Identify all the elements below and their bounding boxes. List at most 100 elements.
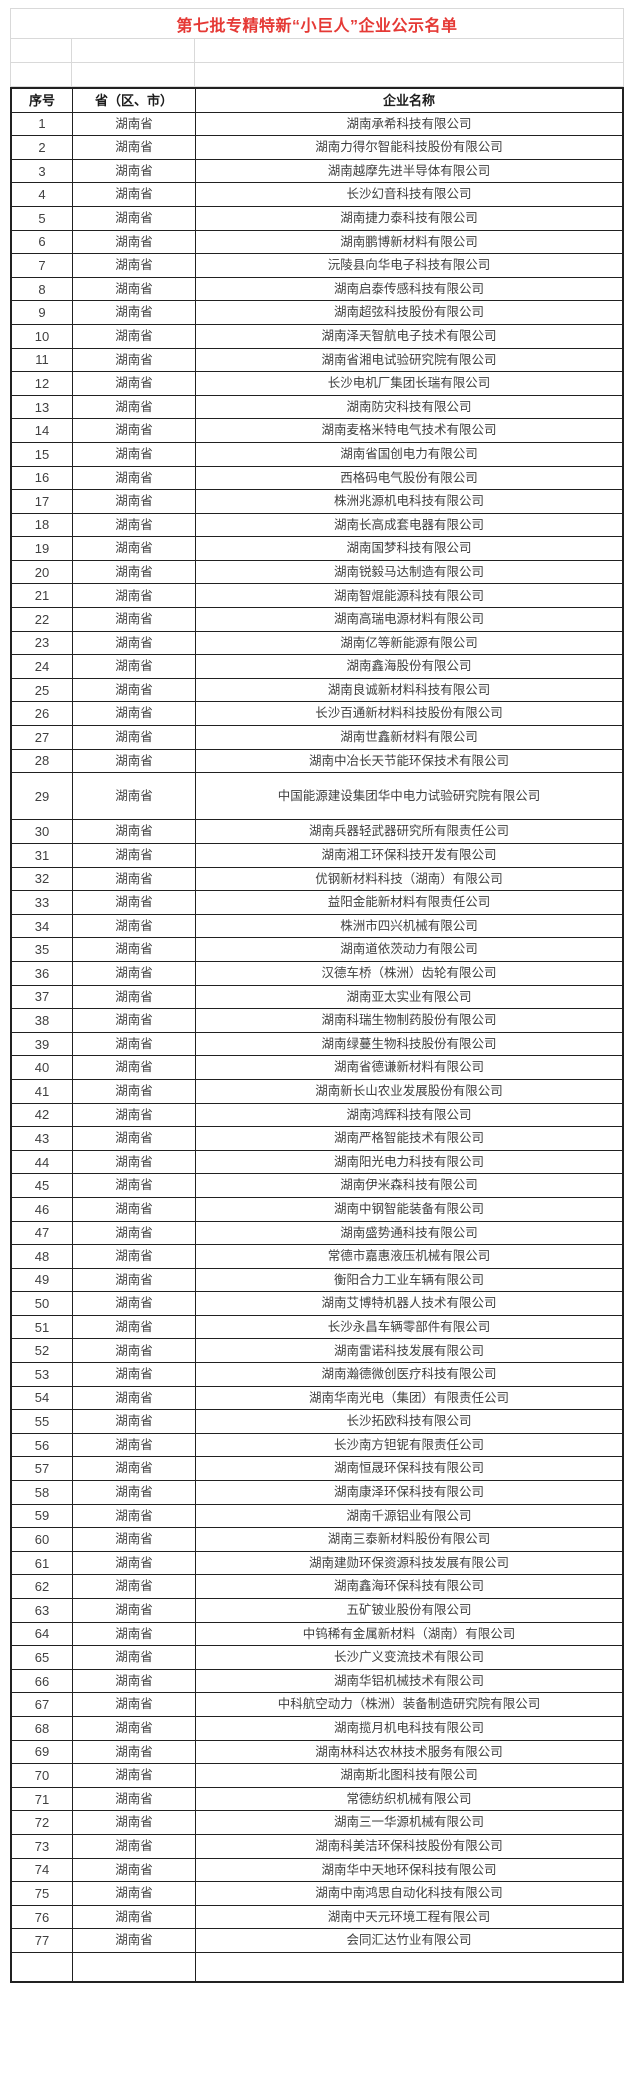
table-row: 24 湖南省 湖南鑫海股份有限公司 [12, 654, 622, 678]
table-row: 67 湖南省 中科航空动力（株洲）装备制造研究院有限公司 [12, 1692, 622, 1716]
cell-company: 湖南锐毅马达制造有限公司 [333, 564, 484, 579]
cell-company: 湖南恒晟环保科技有限公司 [333, 1461, 484, 1476]
cell-company: 湖南兵器轻武器研究所有限责任公司 [308, 824, 509, 839]
cell-province: 湖南省 [73, 1504, 196, 1528]
cell-no: 71 [12, 1787, 73, 1811]
company-table: 序号 省（区、市） 企业名称 1 湖南省 湖南承希科技有限公司 2 湖南省 湖南… [10, 87, 624, 1983]
cell-no: 31 [12, 844, 73, 867]
empty-row [12, 1951, 622, 1981]
cell-company: 湖南中钢智能装备有限公司 [333, 1201, 484, 1216]
cell-company: 湖南科美洁环保科技股份有限公司 [315, 1838, 503, 1853]
table-row: 7 湖南省 沅陵县向华电子科技有限公司 [12, 253, 622, 277]
cell-province: 湖南省 [73, 985, 196, 1009]
cell-no: 48 [12, 1245, 73, 1268]
cell-company: 常德市嘉惠液压机械有限公司 [327, 1249, 491, 1264]
cell-province: 湖南省 [73, 1481, 196, 1504]
cell-no: 5 [12, 206, 73, 230]
cell-company: 湖南湘工环保科技开发有限公司 [321, 848, 497, 863]
cell-no: 61 [12, 1551, 73, 1575]
table-row: 25 湖南省 湖南良诚新材料科技有限公司 [12, 677, 622, 702]
cell-province: 湖南省 [73, 1528, 196, 1551]
cell-province: 湖南省 [73, 513, 196, 537]
table-row: 29 湖南省 中国能源建设集团华中电力试验研究院有限公司 [12, 772, 622, 820]
cell-province: 湖南省 [73, 1740, 196, 1764]
table-row: 63 湖南省 五矿铍业股份有限公司 [12, 1598, 622, 1622]
table-row: 10 湖南省 湖南泽天智航电子技术有限公司 [12, 323, 622, 348]
cell-no: 67 [12, 1693, 73, 1716]
cell-province: 湖南省 [73, 348, 196, 372]
table-row: 53 湖南省 湖南瀚德微创医疗科技有限公司 [12, 1362, 622, 1386]
cell-company: 湖南越摩先进半导体有限公司 [327, 163, 491, 178]
table-row: 6 湖南省 湖南鹏博新材料有限公司 [12, 229, 622, 254]
table-row: 41 湖南省 湖南新长山农业发展股份有限公司 [12, 1078, 622, 1103]
cell-no: 68 [12, 1716, 73, 1740]
cell-no: 6 [12, 230, 73, 254]
table-row: 52 湖南省 湖南雷诺科技发展有限公司 [12, 1338, 622, 1363]
cell-province: 湖南省 [73, 277, 196, 301]
table-row: 60 湖南省 湖南三泰新材料股份有限公司 [12, 1527, 622, 1551]
cell-no: 20 [12, 560, 73, 584]
cell-company: 益阳金能新材料有限责任公司 [327, 895, 491, 910]
cell-no: 42 [12, 1103, 73, 1127]
cell-province: 湖南省 [73, 914, 196, 938]
table-row: 36 湖南省 汉德车桥（株洲）齿轮有限公司 [12, 960, 622, 985]
table-row: 58 湖南省 湖南康泽环保科技有限公司 [12, 1480, 622, 1504]
cell-company: 湖南世鑫新材料有限公司 [340, 730, 478, 745]
table-row: 4 湖南省 长沙幻音科技有限公司 [12, 182, 622, 206]
cell-province: 湖南省 [73, 1905, 196, 1929]
cell-province: 湖南省 [73, 560, 196, 584]
table-row: 12 湖南省 长沙电机厂集团长瑞有限公司 [12, 371, 622, 395]
cell-no: 19 [12, 537, 73, 560]
cell-company: 长沙广义变流技术有限公司 [333, 1650, 484, 1665]
table-row: 54 湖南省 湖南华南光电（集团）有限责任公司 [12, 1385, 622, 1410]
table-row: 16 湖南省 西格码电气股份有限公司 [12, 465, 622, 490]
table-row: 50 湖南省 湖南艾博特机器人技术有限公司 [12, 1291, 622, 1315]
table-row: 5 湖南省 湖南捷力泰科技有限公司 [12, 205, 622, 230]
cell-no: 62 [12, 1575, 73, 1598]
table-row: 48 湖南省 常德市嘉惠液压机械有限公司 [12, 1244, 622, 1268]
cell-company: 长沙电机厂集团长瑞有限公司 [327, 376, 491, 391]
cell-company: 湖南千源铝业有限公司 [346, 1508, 472, 1523]
cell-no: 24 [12, 655, 73, 678]
cell-company: 湖南防灾科技有限公司 [346, 399, 472, 414]
cell-no: 38 [12, 1009, 73, 1032]
cell-company: 湖南科瑞生物制药股份有限公司 [321, 1013, 497, 1028]
table-row: 1 湖南省 湖南承希科技有限公司 [12, 111, 622, 136]
table-row: 61 湖南省 湖南建勋环保资源科技发展有限公司 [12, 1550, 622, 1575]
table-row: 47 湖南省 湖南盛势通科技有限公司 [12, 1220, 622, 1245]
cell-no: 72 [12, 1811, 73, 1834]
cell-no: 28 [12, 749, 73, 773]
cell-province: 湖南省 [73, 1103, 196, 1127]
cell-province: 湖南省 [73, 1339, 196, 1363]
cell-province: 湖南省 [73, 1245, 196, 1268]
cell-province: 湖南省 [73, 1315, 196, 1339]
cell-no: 35 [12, 938, 73, 961]
table-row: 17 湖南省 株洲兆源机电科技有限公司 [12, 489, 622, 513]
cell-province: 湖南省 [73, 1032, 196, 1056]
cell-province: 湖南省 [73, 1056, 196, 1079]
cell-no: 49 [12, 1268, 73, 1292]
cell-province: 湖南省 [73, 844, 196, 867]
cell-province: 湖南省 [73, 702, 196, 726]
cell-no: 39 [12, 1032, 73, 1056]
table-row: 27 湖南省 湖南世鑫新材料有限公司 [12, 725, 622, 749]
cell-no: 3 [12, 159, 73, 183]
table-row: 65 湖南省 长沙广义变流技术有限公司 [12, 1645, 622, 1669]
cell-province: 湖南省 [73, 655, 196, 678]
cell-no: 8 [12, 277, 73, 301]
cell-no: 10 [12, 324, 73, 348]
cell-company: 湖南省德谦新材料有限公司 [333, 1060, 484, 1075]
cell-company: 湖南瀚德微创医疗科技有限公司 [321, 1367, 497, 1382]
table-row: 64 湖南省 中钨稀有金属新材料（湖南）有限公司 [12, 1621, 622, 1646]
table-row: 37 湖南省 湖南亚太实业有限公司 [12, 984, 622, 1009]
cell-province: 湖南省 [73, 1693, 196, 1716]
cell-province: 湖南省 [73, 678, 196, 702]
cell-no: 64 [12, 1622, 73, 1646]
cell-company: 长沙百通新材料科技股份有限公司 [315, 706, 503, 721]
cell-no: 11 [12, 348, 73, 372]
table-row: 57 湖南省 湖南恒晟环保科技有限公司 [12, 1456, 622, 1481]
cell-no: 55 [12, 1410, 73, 1433]
cell-no: 14 [12, 419, 73, 442]
cell-province: 湖南省 [73, 324, 196, 348]
cell-no: 32 [12, 867, 73, 891]
